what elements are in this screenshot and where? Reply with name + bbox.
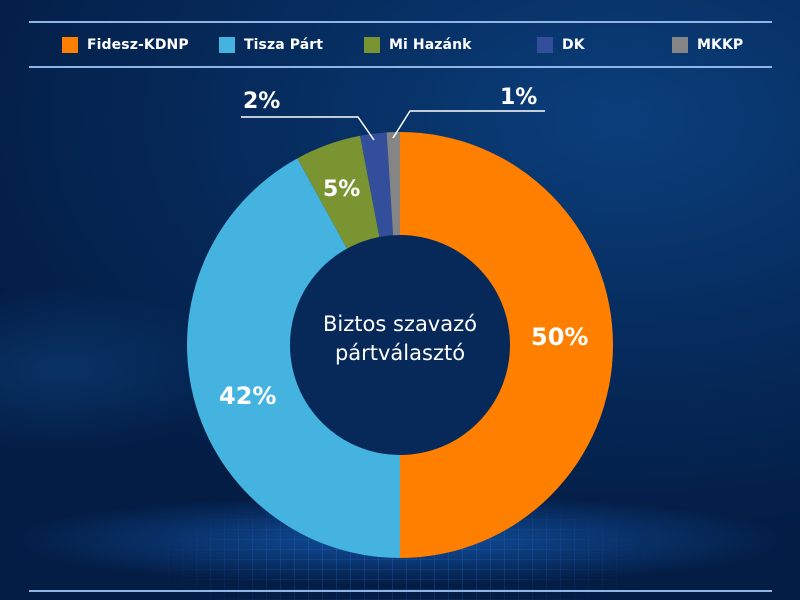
legend-label: DK	[562, 37, 585, 53]
legend-item-tisza-part: Tisza Párt	[219, 33, 323, 57]
donut-hole	[290, 235, 510, 455]
legend-divider	[29, 66, 772, 68]
legend-item-mi-hazank: Mi Hazánk	[364, 33, 472, 57]
legend-item-fidesz-kdnp: Fidesz-KDNP	[62, 33, 189, 57]
legend-label: Fidesz-KDNP	[87, 37, 189, 53]
legend-item-dk: DK	[537, 33, 585, 57]
top-divider	[29, 21, 772, 23]
legend-label: Tisza Párt	[244, 37, 324, 53]
legend-label: MKKP	[697, 37, 744, 53]
legend-swatch-tisza-part	[219, 37, 235, 53]
slice-label-mi-hazank: 5%	[323, 177, 361, 202]
legend-swatch-fidesz-kdnp	[62, 37, 78, 53]
legend-item-mkkp: MKKP	[672, 33, 743, 57]
leader-line-mkkp	[392, 110, 545, 139]
chart-legend: Fidesz-KDNP Tisza Párt Mi Hazánk DK MKKP	[0, 33, 800, 57]
slice-label-dk: 2%	[243, 89, 281, 114]
donut-center-label: Biztos szavazó pártválasztó	[300, 310, 500, 368]
legend-swatch-dk	[537, 37, 553, 53]
slice-label-mkkp: 1%	[500, 85, 538, 110]
center-label-line2: pártválasztó	[334, 341, 466, 365]
legend-swatch-mkkp	[672, 37, 688, 53]
bottom-divider	[29, 590, 772, 592]
legend-swatch-mi-hazank	[364, 37, 380, 53]
center-label-line1: Biztos szavazó	[323, 312, 477, 336]
leader-line-dk	[241, 116, 375, 141]
slice-label-tisza-part: 42%	[219, 382, 277, 410]
slice-label-fidesz-kdnp: 50%	[531, 323, 589, 351]
legend-label: Mi Hazánk	[389, 37, 472, 53]
